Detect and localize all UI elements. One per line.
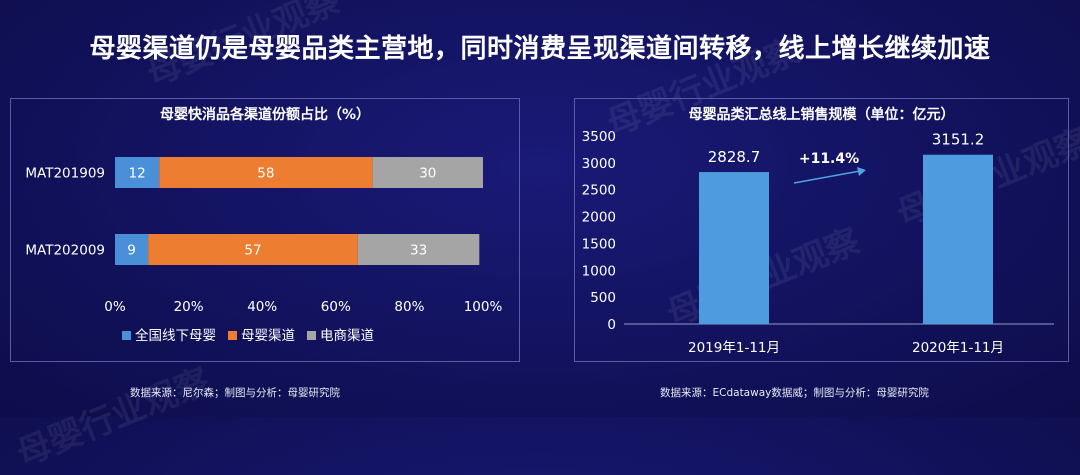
y-tick-label: 500 [590, 290, 616, 306]
y-tick-label: 2000 [582, 210, 616, 226]
bar [699, 172, 769, 324]
legend-label: 母婴渠道 [241, 328, 295, 344]
y-tick-label: 2500 [582, 183, 616, 199]
y-tick-label: 1500 [582, 236, 616, 252]
data-label: 57 [244, 243, 261, 259]
data-label: 58 [257, 166, 274, 182]
legend-swatch [122, 331, 131, 340]
category-label: MAT202009 [25, 243, 105, 259]
data-label: 33 [410, 243, 427, 259]
legend-swatch [228, 331, 237, 340]
bar-segment [372, 157, 483, 188]
growth-annotation: +11.4% [799, 151, 859, 167]
x-tick-label: 80% [394, 299, 424, 315]
legend-swatch [307, 331, 316, 340]
x-tick-label: 100% [464, 299, 503, 315]
growth-arrow-head [857, 167, 866, 176]
left-source-note: 数据来源：尼尔森；制图与分析：母婴研究院 [130, 387, 340, 399]
page-title: 母婴渠道仍是母婴品类主营地，同时消费呈现渠道间转移，线上增长继续加速 [89, 34, 991, 64]
right-chart: 0 500 1000 1500 2000 2500 3000 3500 2828.7 2019年1… [582, 129, 1054, 356]
x-tick-label: 20% [174, 299, 204, 315]
y-tick-label: 3500 [582, 129, 616, 145]
legend-label: 电商渠道 [320, 328, 374, 344]
legend-label: 全国线下母婴 [135, 327, 216, 344]
right-source-note: 数据来源：ECdataway数据威；制图与分析：母婴研究院 [660, 387, 929, 399]
bar-segment [115, 234, 149, 265]
growth-arrow [793, 170, 861, 184]
x-tick-label: 60% [321, 299, 351, 315]
y-tick-label: 3000 [582, 156, 616, 172]
y-tick-label: 0 [607, 317, 616, 333]
bar-segment [148, 234, 358, 265]
data-label: 3151.2 [932, 131, 985, 149]
x-tick-label: 2019年1-11月 [688, 340, 780, 356]
y-tick-label: 1000 [582, 263, 616, 279]
watermark: 母婴行业观察 [11, 360, 216, 475]
data-label: 12 [128, 166, 145, 182]
right-chart-title: 母婴品类汇总线上销售规模（单位：亿元） [688, 107, 955, 123]
right-chart-panel [574, 98, 1069, 362]
x-tick-label: 40% [247, 299, 277, 315]
x-tick-label: 0% [104, 299, 126, 315]
bar [923, 154, 993, 324]
data-label: 30 [419, 166, 436, 182]
bar-segment [115, 157, 160, 188]
left-chart-title: 母婴快消品各渠道份额占比（%） [159, 107, 371, 123]
left-chart-panel [10, 98, 520, 362]
bar-segment [357, 234, 480, 265]
data-label: 9 [127, 243, 136, 259]
bar-segment [159, 157, 373, 188]
left-chart: MAT201909 12 58 30 MAT202009 9 57 33 0% 20% 40% 60%… [25, 157, 503, 344]
data-label: 2828.7 [708, 148, 761, 166]
category-label: MAT201909 [25, 166, 105, 182]
x-tick-label: 2020年1-11月 [912, 340, 1004, 356]
